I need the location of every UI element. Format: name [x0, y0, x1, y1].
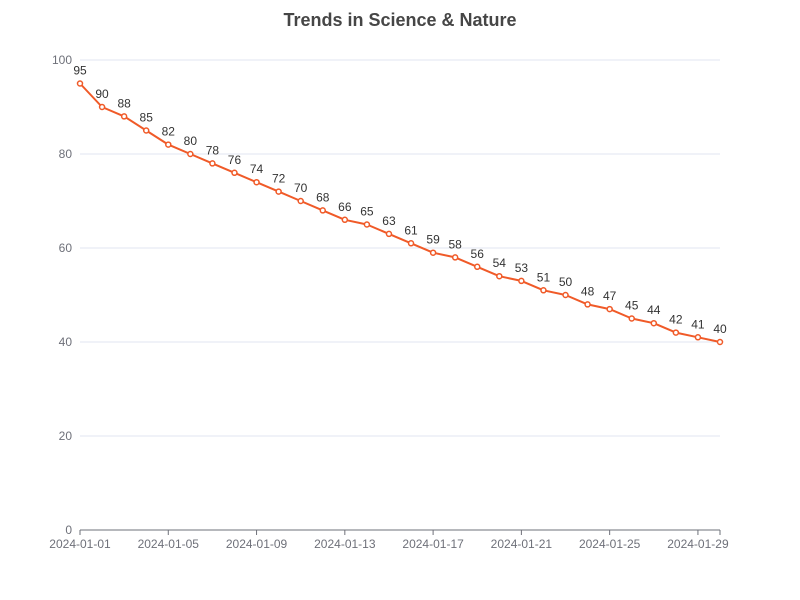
data-label: 74	[250, 162, 264, 176]
data-label: 56	[471, 247, 485, 261]
data-point	[297, 197, 304, 205]
data-point	[518, 277, 525, 285]
data-label: 45	[625, 299, 639, 313]
data-point	[363, 221, 371, 228]
x-tick-label: 2024-01-13	[314, 537, 376, 551]
data-label: 78	[206, 143, 220, 157]
data-label: 70	[294, 181, 308, 195]
data-point	[385, 230, 393, 238]
data-label: 90	[95, 87, 109, 101]
data-point	[650, 319, 658, 327]
data-point	[142, 127, 150, 134]
data-label: 47	[603, 289, 617, 303]
data-label: 40	[713, 322, 727, 336]
data-label: 50	[559, 275, 573, 289]
data-label: 54	[493, 256, 507, 270]
data-label: 59	[426, 233, 440, 247]
data-point	[187, 150, 194, 158]
data-point	[165, 141, 172, 148]
y-tick-label: 0	[65, 523, 72, 537]
data-label: 51	[537, 270, 551, 284]
data-label: 88	[117, 96, 131, 110]
data-point	[606, 305, 613, 313]
data-label: 95	[73, 64, 87, 78]
data-label: 48	[581, 284, 595, 298]
data-label: 65	[360, 205, 374, 219]
y-tick-label: 20	[59, 429, 73, 443]
data-point	[341, 216, 349, 224]
data-label: 53	[515, 261, 529, 275]
x-tick-label: 2024-01-25	[579, 537, 641, 551]
data-point	[540, 287, 547, 294]
data-point	[584, 301, 591, 308]
data-point	[231, 169, 238, 177]
data-label: 66	[338, 200, 352, 214]
data-label: 68	[316, 190, 330, 204]
data-label: 72	[272, 172, 286, 186]
data-label: 42	[669, 313, 683, 327]
y-tick-label: 40	[59, 335, 73, 349]
series-line	[79, 82, 721, 343]
data-label: 61	[404, 223, 418, 237]
data-label: 80	[184, 134, 198, 148]
data-point	[672, 329, 680, 336]
data-point	[407, 240, 415, 247]
x-tick-label: 2024-01-21	[491, 537, 553, 551]
data-point	[628, 315, 635, 322]
data-point	[562, 291, 569, 299]
data-point	[451, 254, 459, 261]
data-label: 41	[691, 317, 705, 331]
data-point	[496, 272, 503, 280]
y-tick-label: 100	[52, 53, 72, 67]
y-tick-label: 80	[59, 147, 73, 161]
x-tick-label: 2024-01-01	[49, 537, 111, 551]
x-tick-label: 2024-01-17	[402, 537, 464, 551]
y-tick-label: 60	[59, 241, 73, 255]
x-tick-label: 2024-01-29	[667, 537, 729, 551]
x-tick-label: 2024-01-09	[226, 537, 288, 551]
data-point	[120, 113, 128, 120]
data-point	[76, 80, 84, 87]
data-point	[253, 178, 260, 186]
data-label: 63	[382, 214, 396, 228]
data-label: 44	[647, 303, 661, 317]
data-label: 82	[162, 125, 176, 139]
data-point	[98, 103, 106, 111]
data-label: 85	[140, 111, 154, 125]
data-label: 76	[228, 153, 242, 167]
chart-title: Trends in Science & Nature	[283, 10, 517, 30]
data-point	[319, 207, 327, 214]
data-point	[275, 188, 282, 195]
data-point	[209, 160, 216, 167]
x-tick-label: 2024-01-05	[138, 537, 200, 551]
data-point	[429, 249, 437, 256]
data-point	[694, 334, 702, 341]
data-label: 58	[448, 237, 462, 251]
data-point	[473, 263, 481, 271]
data-point	[716, 338, 724, 346]
